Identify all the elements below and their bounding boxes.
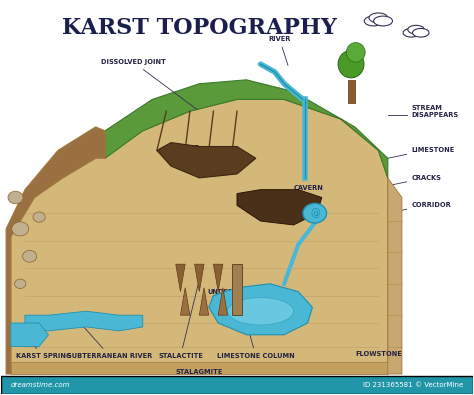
Text: STALACTITE: STALACTITE xyxy=(158,282,203,359)
Polygon shape xyxy=(218,288,228,315)
Text: SUBTERRANEAN RIVER: SUBTERRANEAN RIVER xyxy=(67,321,153,359)
Text: CORRIDOR: CORRIDOR xyxy=(411,202,451,208)
Text: CAVERN: CAVERN xyxy=(287,184,323,200)
Ellipse shape xyxy=(374,16,392,26)
Text: RIVER: RIVER xyxy=(268,36,291,66)
Polygon shape xyxy=(11,100,388,374)
Text: FLOWSTONE: FLOWSTONE xyxy=(355,352,402,357)
FancyBboxPatch shape xyxy=(348,80,355,103)
Polygon shape xyxy=(199,288,209,315)
Polygon shape xyxy=(181,288,190,315)
Circle shape xyxy=(15,279,26,288)
Text: @: @ xyxy=(310,208,319,218)
Polygon shape xyxy=(6,127,105,374)
Circle shape xyxy=(303,203,327,223)
Polygon shape xyxy=(237,190,322,225)
Circle shape xyxy=(33,212,45,222)
Ellipse shape xyxy=(346,43,365,62)
Polygon shape xyxy=(157,143,256,178)
Text: KARST TOPOGRAPHY: KARST TOPOGRAPHY xyxy=(62,17,337,39)
Text: CRACKS: CRACKS xyxy=(411,175,441,181)
FancyBboxPatch shape xyxy=(1,376,473,393)
Ellipse shape xyxy=(412,28,429,37)
Polygon shape xyxy=(213,264,223,292)
Circle shape xyxy=(8,191,23,204)
Polygon shape xyxy=(388,178,402,374)
Polygon shape xyxy=(209,284,312,335)
Polygon shape xyxy=(232,264,242,315)
Polygon shape xyxy=(105,80,388,178)
Polygon shape xyxy=(25,311,143,331)
Text: UNDERGROUND
LAKE: UNDERGROUND LAKE xyxy=(208,289,266,302)
Ellipse shape xyxy=(228,297,293,325)
Text: KARST SPRING: KARST SPRING xyxy=(16,337,71,359)
Polygon shape xyxy=(11,323,48,346)
Text: ID 231365581 © VectorMine: ID 231365581 © VectorMine xyxy=(363,382,463,388)
Ellipse shape xyxy=(408,25,424,34)
Polygon shape xyxy=(11,362,388,374)
Ellipse shape xyxy=(338,51,364,78)
Ellipse shape xyxy=(369,13,388,23)
Circle shape xyxy=(23,250,36,262)
Text: STALAGMITE: STALAGMITE xyxy=(175,369,223,375)
Polygon shape xyxy=(195,264,204,292)
Text: LIMESTONE COLUMN: LIMESTONE COLUMN xyxy=(217,290,295,359)
Text: DISSOLVED JOINT: DISSOLVED JOINT xyxy=(101,59,197,109)
Ellipse shape xyxy=(364,16,383,26)
Text: STREAM
DISAPPEARS: STREAM DISAPPEARS xyxy=(411,105,458,118)
Polygon shape xyxy=(176,264,185,292)
Circle shape xyxy=(12,222,29,236)
Ellipse shape xyxy=(403,28,419,37)
Text: dreamstime.com: dreamstime.com xyxy=(11,382,70,388)
Text: LIMESTONE: LIMESTONE xyxy=(411,147,455,153)
Text: CAVE: CAVE xyxy=(180,145,202,160)
